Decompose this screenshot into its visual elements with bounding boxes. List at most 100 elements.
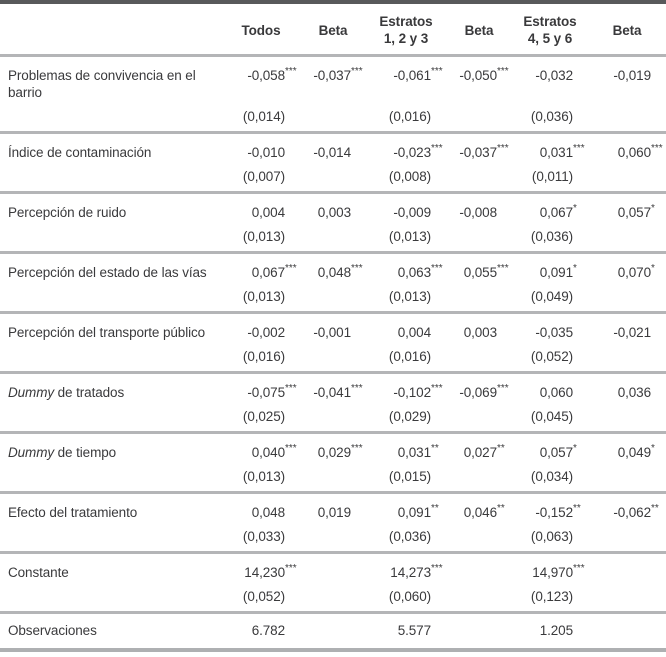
coefficient-value: -0,010: [247, 145, 285, 160]
coefficient-value: -0,014: [313, 145, 351, 160]
coefficient-cell: 0,036: [588, 373, 666, 402]
stderr-value: (0,049): [530, 289, 573, 304]
coefficient-value: -0,152: [535, 505, 573, 520]
variable-block: Percepción del transporte público -0,002 -…: [0, 313, 666, 373]
significance-stars: ***: [431, 142, 443, 154]
stderr-cell: [300, 221, 366, 253]
significance-stars: ***: [497, 262, 509, 274]
stderr-value: (0,036): [530, 109, 573, 124]
header-line: Estratos: [523, 14, 577, 29]
stderr-value: (0,123): [530, 589, 573, 604]
variable-block: Índice de contaminación -0,010 -0,014 -0,02…: [0, 133, 666, 193]
empty-label-cell: [0, 341, 222, 373]
row-label-text: de tratados: [54, 385, 125, 400]
coefficient-row: Percepción del estado de las vías 0,067**…: [0, 253, 666, 282]
coefficient-cell: 0,057*: [588, 193, 666, 222]
stderr-cell: (0,036): [512, 221, 588, 253]
coefficient-value: -0,032: [535, 68, 573, 83]
row-label-italic: Dummy: [8, 385, 54, 400]
coefficient-cell: -0,035: [512, 313, 588, 342]
stderr-value: (0,008): [388, 169, 431, 184]
stderr-cell: [300, 281, 366, 313]
stderr-cell: (0,034): [512, 461, 588, 493]
stderr-cell: (0,013): [366, 281, 446, 313]
stderr-value: (0,036): [530, 229, 573, 244]
coefficient-value: 0,067: [539, 205, 573, 220]
significance-stars: ***: [285, 65, 297, 77]
stderr-cell: (0,060): [366, 581, 446, 613]
coefficient-value: 6.782: [251, 623, 285, 638]
coefficient-cell: 0,048***: [300, 253, 366, 282]
stderr-cell: (0,036): [512, 101, 588, 133]
stderr-cell: [588, 581, 666, 613]
row-label-text: Percepción de ruido: [8, 205, 127, 220]
stderr-cell: [446, 281, 512, 313]
significance-stars: ***: [497, 382, 509, 394]
significance-stars: **: [431, 442, 439, 454]
coefficient-cell: 0,046**: [446, 493, 512, 522]
coefficient-value: 5.577: [397, 623, 431, 638]
coefficient-value: -0,002: [247, 325, 285, 340]
coefficient-cell: -0,021: [588, 313, 666, 342]
stderr-cell: [588, 101, 666, 133]
header-line: Beta: [464, 22, 494, 38]
coefficient-value: 0,048: [251, 505, 285, 520]
coefficient-value: -0,035: [535, 325, 573, 340]
coefficient-value: -0,037: [459, 145, 497, 160]
coefficient-cell: [446, 553, 512, 582]
coefficient-value: 0,040: [251, 445, 285, 460]
coefficient-value: 0,091: [539, 265, 573, 280]
stderr-value: (0,016): [242, 349, 285, 364]
coefficient-value: 0,004: [251, 205, 285, 220]
coefficient-value: 1.205: [539, 623, 573, 638]
stderr-value: (0,036): [388, 529, 431, 544]
stderr-cell: [588, 281, 666, 313]
coefficient-cell: -0,102***: [366, 373, 446, 402]
significance-stars: ***: [431, 65, 443, 77]
coefficient-row: Dummy de tratados -0,075*** -0,041*** -0,10…: [0, 373, 666, 402]
coefficient-row: Observaciones 6.782 5.577 1.205: [0, 613, 666, 651]
row-label-text: Percepción del estado de las vías: [8, 265, 207, 280]
row-label: Observaciones: [0, 613, 222, 651]
empty-label-cell: [0, 521, 222, 553]
coefficient-value: -0,037: [313, 68, 351, 83]
variable-block: Dummy de tiempo 0,040*** 0,029*** 0,031** 0,…: [0, 433, 666, 493]
header-line: Beta: [612, 22, 642, 38]
variable-block: Dummy de tratados -0,075*** -0,041*** -0,10…: [0, 373, 666, 433]
stderr-cell: [588, 401, 666, 433]
stderr-row: (0,052) (0,060) (0,123): [0, 581, 666, 613]
stderr-value: (0,013): [388, 289, 431, 304]
significance-stars: ***: [351, 262, 363, 274]
coefficient-value: 0,055: [463, 265, 497, 280]
stderr-cell: [446, 521, 512, 553]
coefficient-value: -0,062: [613, 505, 651, 520]
stderr-value: (0,016): [388, 349, 431, 364]
coefficient-value: 0,031: [539, 145, 573, 160]
coefficient-cell: 0,029***: [300, 433, 366, 462]
variable-block: Observaciones 6.782 5.577 1.205: [0, 613, 666, 651]
coefficient-value: 0,031: [397, 445, 431, 460]
significance-stars: *: [573, 202, 577, 214]
coefficient-cell: 6.782: [222, 613, 300, 651]
coefficient-cell: 0,031**: [366, 433, 446, 462]
coefficient-value: 0,057: [539, 445, 573, 460]
coefficient-value: -0,019: [613, 68, 651, 83]
coefficient-cell: [588, 613, 666, 651]
stderr-value: (0,025): [242, 409, 285, 424]
coefficient-cell: [588, 553, 666, 582]
coefficient-value: 0,004: [397, 325, 431, 340]
stderr-cell: [446, 461, 512, 493]
empty-label-cell: [0, 101, 222, 133]
stderr-cell: [588, 341, 666, 373]
stderr-cell: [300, 521, 366, 553]
stderr-row: (0,013) (0,013) (0,049): [0, 281, 666, 313]
coefficient-value: 14,273: [390, 565, 431, 580]
stderr-value: (0,033): [242, 529, 285, 544]
stderr-cell: (0,036): [366, 521, 446, 553]
stderr-value: (0,063): [530, 529, 573, 544]
row-label: Índice de contaminación: [0, 133, 222, 162]
row-label-text: Constante: [8, 565, 69, 580]
row-label-italic: Dummy: [8, 445, 54, 460]
stderr-value: (0,013): [242, 229, 285, 244]
